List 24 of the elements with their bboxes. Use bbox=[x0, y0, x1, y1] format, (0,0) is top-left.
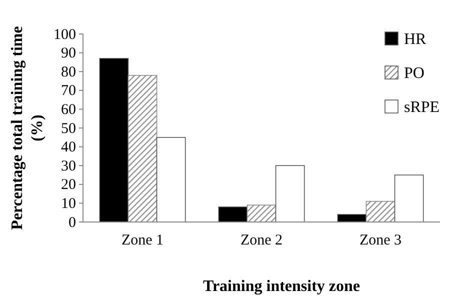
legend-label: sRPE bbox=[404, 99, 440, 116]
x-tick-label: Zone 1 bbox=[121, 232, 164, 249]
y-tick-label: 20 bbox=[61, 177, 76, 194]
y-axis-title: Percentage total training time (%) bbox=[9, 26, 46, 230]
y-tick-label: 60 bbox=[61, 102, 76, 118]
x-tick-label: Zone 2 bbox=[240, 232, 283, 249]
y-tick-label: 50 bbox=[61, 120, 76, 137]
y-tick-label: 0 bbox=[68, 214, 76, 231]
bar bbox=[156, 137, 186, 222]
y-tick-label: 70 bbox=[61, 83, 76, 100]
y-tick-label: 40 bbox=[61, 140, 76, 156]
x-tick-label: Zone 3 bbox=[359, 232, 402, 249]
legend-label: PO bbox=[404, 65, 424, 82]
y-tick-label: 90 bbox=[61, 46, 76, 62]
x-axis-title: Training intensity zone bbox=[202, 278, 360, 295]
bar bbox=[275, 165, 305, 222]
y-tick-label: 80 bbox=[61, 64, 76, 80]
y-tick-label: 100 bbox=[54, 26, 76, 43]
bar bbox=[394, 174, 424, 222]
y-tick-label: 10 bbox=[61, 196, 76, 212]
legend-label: HR bbox=[404, 31, 427, 48]
y-tick-label: 30 bbox=[61, 158, 76, 174]
bar bbox=[99, 58, 129, 222]
bar bbox=[218, 206, 248, 222]
